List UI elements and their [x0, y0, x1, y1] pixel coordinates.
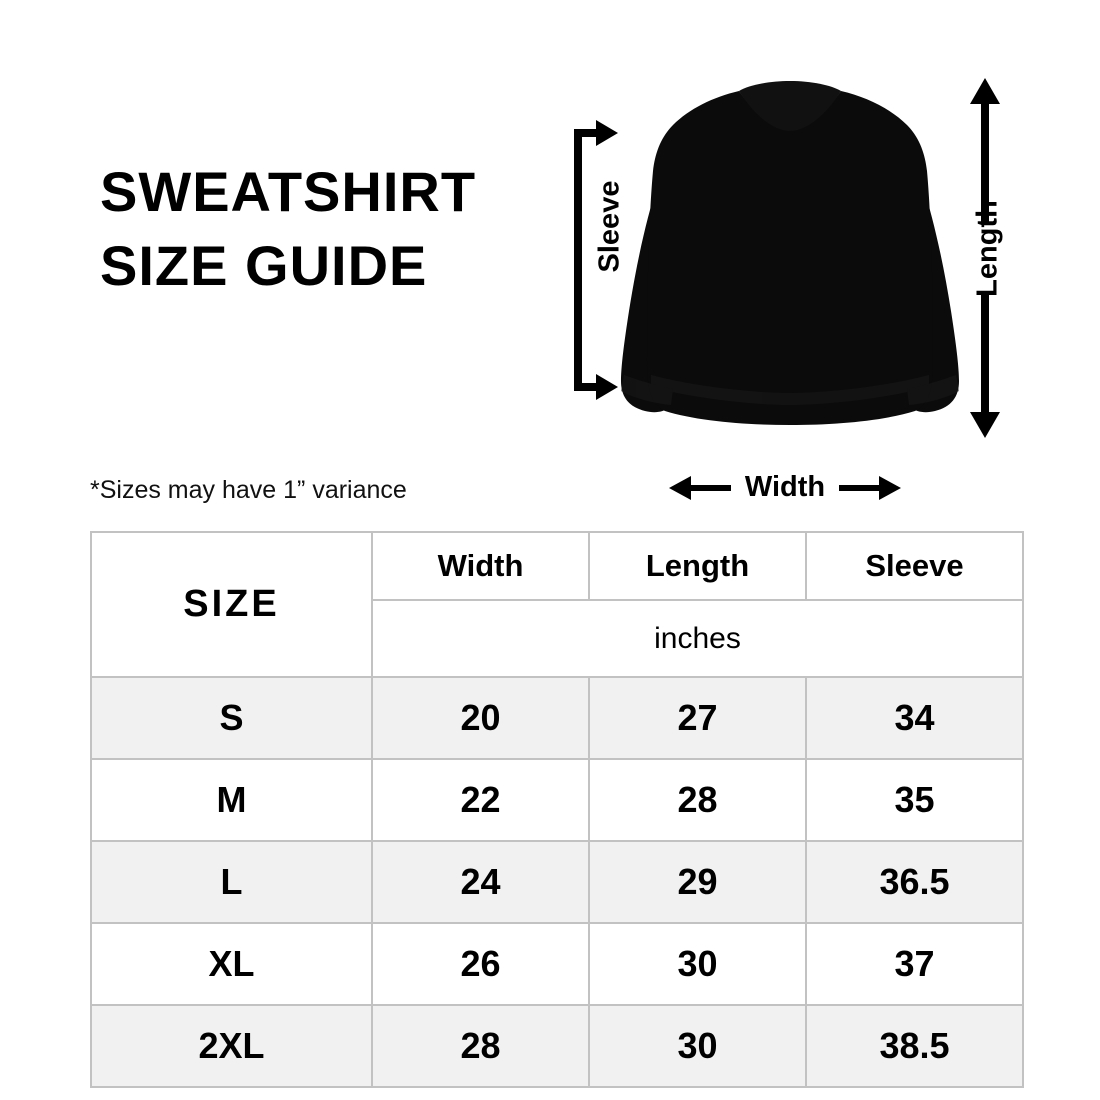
sleeve-measure-arrow-icon	[560, 115, 620, 405]
cell-width: 26	[371, 922, 590, 1006]
cell-sleeve: 37	[805, 922, 1024, 1006]
table-row: 2XL 28 30 38.5	[90, 1004, 1024, 1088]
cell-size: M	[90, 758, 373, 842]
header-sleeve: Sleeve	[805, 531, 1024, 601]
sweatshirt-image	[615, 75, 965, 450]
cell-length: 28	[588, 758, 807, 842]
cell-sleeve: 35	[805, 758, 1024, 842]
cell-size: XL	[90, 922, 373, 1006]
variance-note: *Sizes may have 1” variance	[90, 476, 407, 504]
cell-length: 30	[588, 1004, 807, 1088]
table-row: L 24 29 36.5	[90, 840, 1024, 924]
header-unit: inches	[371, 599, 1024, 678]
arrow-right-icon	[839, 474, 902, 502]
table-header-row-2: inches	[91, 599, 1024, 678]
cell-sleeve: 34	[805, 676, 1024, 760]
cell-width: 28	[371, 1004, 590, 1088]
cell-sleeve: 36.5	[805, 840, 1024, 924]
cell-width: 20	[371, 676, 590, 760]
cell-length: 27	[588, 676, 807, 760]
length-measure-arrow-icon	[960, 78, 1010, 438]
garment-diagram: Sleeve	[555, 60, 1055, 510]
width-measure-arrow-icon: Width	[650, 465, 920, 510]
cell-length: 29	[588, 840, 807, 924]
header-width: Width	[371, 531, 590, 601]
size-chart-table: SIZE Width Length Sleeve inches S 20 27 …	[90, 531, 1024, 1088]
table-header-row-1: SIZE Width Length Sleeve	[90, 531, 1024, 678]
cell-sleeve: 38.5	[805, 1004, 1024, 1088]
cell-size: L	[90, 840, 373, 924]
header-length: Length	[588, 531, 807, 601]
length-label: Length	[971, 200, 1004, 297]
arrow-left-icon	[668, 474, 731, 502]
cell-size: S	[90, 676, 373, 760]
page-title-line-2: SIZE GUIDE	[100, 234, 428, 297]
cell-width: 22	[371, 758, 590, 842]
cell-size: 2XL	[90, 1004, 373, 1088]
width-label: Width	[744, 471, 826, 503]
cell-width: 24	[371, 840, 590, 924]
page-title: SWEATSHIRT SIZE GUIDE	[100, 155, 570, 303]
table-row: XL 26 30 37	[90, 922, 1024, 1006]
cell-length: 30	[588, 922, 807, 1006]
page-title-line-1: SWEATSHIRT	[100, 160, 477, 223]
table-row: S 20 27 34	[90, 676, 1024, 760]
header-size: SIZE	[90, 531, 373, 678]
table-row: M 22 28 35	[90, 758, 1024, 842]
